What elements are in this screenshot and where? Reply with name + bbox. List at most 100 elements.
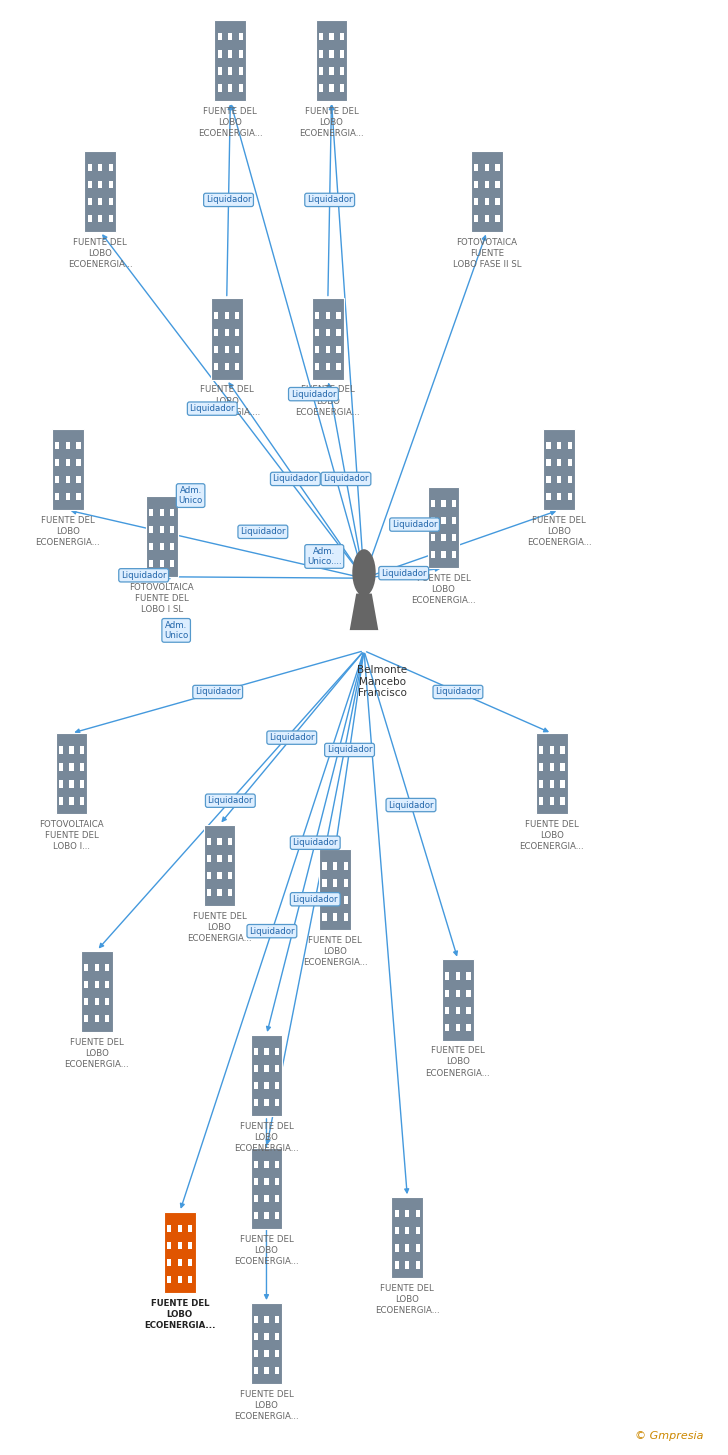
Bar <box>319 84 323 92</box>
Bar <box>178 1276 182 1283</box>
Bar <box>275 1350 279 1358</box>
Bar <box>254 1048 258 1055</box>
Bar <box>485 180 489 188</box>
Text: © Gmpresia: © Gmpresia <box>635 1430 703 1440</box>
Text: FUENTE DEL
LOBO
ECOENERGIA...: FUENTE DEL LOBO ECOENERGIA... <box>64 1037 129 1069</box>
Bar <box>218 67 222 74</box>
Text: Liquidador: Liquidador <box>388 800 434 809</box>
Bar <box>441 501 446 508</box>
FancyBboxPatch shape <box>52 429 84 511</box>
Bar <box>264 1315 269 1323</box>
Text: FUENTE DEL
LOBO
ECOENERGIA...: FUENTE DEL LOBO ECOENERGIA... <box>375 1285 440 1315</box>
Text: FUENTE DEL
LOBO
ECOENERGIA...: FUENTE DEL LOBO ECOENERGIA... <box>411 573 476 605</box>
Bar <box>159 525 164 533</box>
Bar <box>495 163 499 170</box>
Bar <box>214 311 218 319</box>
Bar <box>550 764 554 771</box>
Bar <box>557 493 561 501</box>
Bar <box>254 1161 258 1168</box>
FancyBboxPatch shape <box>211 298 242 380</box>
Bar <box>329 67 333 74</box>
Bar <box>59 797 63 805</box>
Bar <box>55 493 59 501</box>
FancyBboxPatch shape <box>250 1302 282 1384</box>
Bar <box>319 51 323 58</box>
Bar <box>229 84 232 92</box>
Bar <box>446 1007 449 1014</box>
Bar <box>207 872 211 879</box>
Text: FUENTE DEL
LOBO
ECOENERGIA...: FUENTE DEL LOBO ECOENERGIA... <box>426 1046 490 1078</box>
Text: Liquidador: Liquidador <box>207 796 253 805</box>
Bar <box>87 215 92 223</box>
Bar <box>95 963 99 970</box>
Bar <box>441 551 446 559</box>
Bar <box>550 797 554 805</box>
Bar <box>69 746 74 754</box>
Bar <box>59 764 63 771</box>
Bar <box>84 963 88 970</box>
Bar <box>315 329 320 336</box>
Bar <box>315 346 320 354</box>
FancyBboxPatch shape <box>536 733 568 815</box>
Bar <box>568 493 571 501</box>
Bar <box>561 780 564 787</box>
Bar <box>416 1227 420 1234</box>
Bar <box>105 981 109 988</box>
Bar <box>275 1083 279 1090</box>
FancyBboxPatch shape <box>250 1035 282 1116</box>
Bar <box>333 863 337 870</box>
Bar <box>323 896 327 904</box>
Bar <box>275 1212 279 1219</box>
Bar <box>218 838 221 845</box>
Bar <box>550 746 554 754</box>
Bar <box>275 1315 279 1323</box>
Bar <box>225 346 229 354</box>
Bar <box>207 889 211 896</box>
Bar <box>323 879 327 886</box>
Bar <box>170 560 175 567</box>
Text: Liquidador: Liquidador <box>249 927 295 936</box>
Bar <box>167 1259 171 1266</box>
Bar <box>214 362 218 370</box>
Bar <box>557 458 561 466</box>
Bar <box>239 67 243 74</box>
Bar <box>254 1179 258 1186</box>
FancyBboxPatch shape <box>215 20 246 102</box>
Bar <box>254 1099 258 1106</box>
Bar <box>264 1099 269 1106</box>
Bar <box>87 163 92 170</box>
Bar <box>178 1241 182 1248</box>
Bar <box>315 311 320 319</box>
Bar <box>344 863 348 870</box>
Bar <box>149 560 153 567</box>
Bar <box>344 896 348 904</box>
Bar <box>66 493 70 501</box>
Bar <box>95 1016 99 1023</box>
Bar <box>98 163 103 170</box>
Text: FUENTE DEL
LOBO
ECOENERGIA...: FUENTE DEL LOBO ECOENERGIA... <box>299 108 364 138</box>
Bar <box>228 838 232 845</box>
Bar <box>546 458 550 466</box>
Bar <box>325 311 330 319</box>
Bar <box>325 329 330 336</box>
Text: FUENTE DEL
LOBO
ECOENERGIA...: FUENTE DEL LOBO ECOENERGIA... <box>520 821 584 851</box>
Bar <box>467 972 470 979</box>
Text: Liquidador: Liquidador <box>392 519 438 530</box>
Bar <box>452 501 456 508</box>
Bar <box>344 914 348 921</box>
Bar <box>239 33 243 41</box>
Bar <box>108 163 113 170</box>
Bar <box>446 972 449 979</box>
Bar <box>474 215 478 223</box>
FancyBboxPatch shape <box>204 825 235 906</box>
Bar <box>474 198 478 205</box>
Bar <box>159 509 164 517</box>
Bar <box>235 362 240 370</box>
Bar <box>568 442 571 450</box>
Bar <box>452 534 456 541</box>
Bar <box>323 914 327 921</box>
Bar <box>474 163 478 170</box>
Bar <box>76 442 81 450</box>
Bar <box>228 889 232 896</box>
Bar <box>264 1368 269 1375</box>
